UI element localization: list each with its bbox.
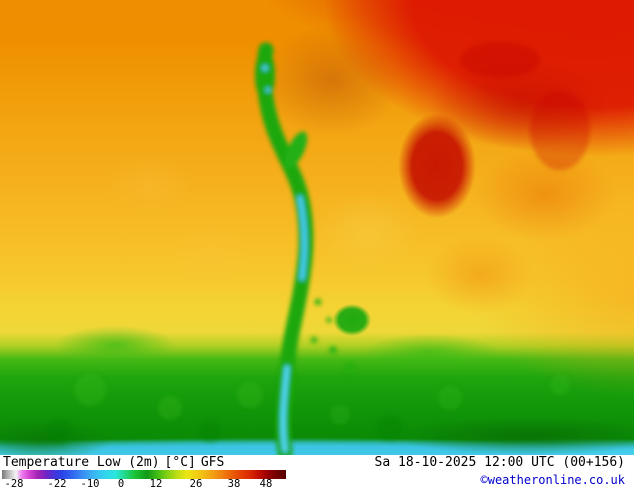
cyan-core-south [280, 365, 290, 453]
cool-speck [329, 346, 337, 354]
green-mottle [74, 374, 106, 406]
valid-datetime-label: Sa 18-10-2025 12:00 UTC (00+156) [374, 455, 625, 470]
footer-bar: Temperature Low (2m) [°C] GFS Sa 18-10-202… [0, 455, 634, 490]
map-title: Temperature Low (2m) [°C] GFS [3, 456, 224, 470]
cool-speck [314, 298, 322, 306]
legend-tick: 48 [259, 478, 273, 490]
legend-tick: -28 [4, 478, 24, 490]
legend-tick: 0 [117, 478, 125, 490]
cyan-speck [265, 87, 271, 93]
legend-tick: -10 [80, 478, 100, 490]
legend-tick: 12 [149, 478, 163, 490]
cool-speck [310, 336, 318, 344]
green-mottle [330, 405, 350, 425]
cyan-speck [262, 65, 268, 71]
green-mottle-dark [47, 419, 73, 445]
cool-speck [345, 363, 355, 373]
legend-tick: 38 [227, 478, 241, 490]
copyright-label: ©weatheronline.co.uk [480, 473, 626, 487]
andes-blob [284, 131, 308, 169]
parameter-label: Temperature Low (2m) [3, 455, 160, 470]
model-label: GFS [200, 455, 225, 470]
hot-streak [460, 42, 540, 78]
green-mottle [158, 396, 182, 420]
andes-north-blob [255, 49, 275, 101]
legend-tick: -22 [47, 478, 67, 490]
green-mottle [237, 382, 263, 408]
green-mottle [550, 375, 570, 395]
unit-label: [°C] [164, 455, 196, 470]
green-mottle-dark [199, 421, 221, 443]
legend-tick: 26 [189, 478, 203, 490]
green-mottle-dark [377, 415, 403, 441]
hot-streak [530, 90, 590, 170]
temperature-map [0, 0, 634, 455]
cyan-core-mid [297, 195, 308, 281]
legend-colorbar [2, 470, 286, 479]
andes-cold-band-overlay [47, 42, 590, 455]
legend-ticks: -28 -22 -10 0 12 26 38 48 [0, 455, 290, 490]
cool-speck [326, 317, 332, 323]
green-mottle [438, 386, 462, 410]
